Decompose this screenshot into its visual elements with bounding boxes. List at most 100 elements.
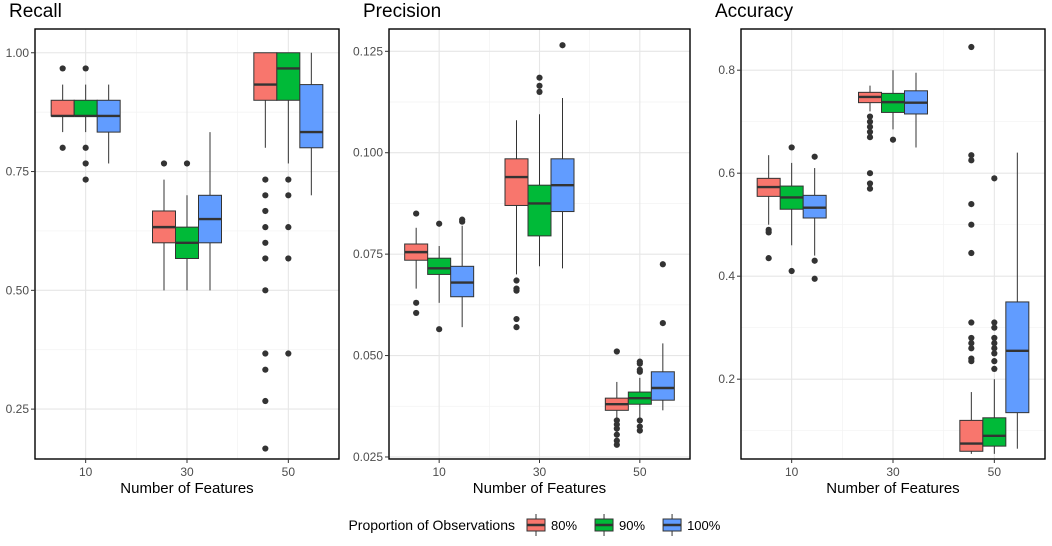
box-50-80%	[959, 43, 984, 454]
box-50-90%	[276, 52, 301, 357]
outlier-point	[968, 358, 975, 365]
outlier-point	[59, 65, 66, 72]
outlier-point	[811, 275, 818, 282]
box-iqr	[1005, 301, 1030, 414]
legend-label: 90%	[619, 518, 645, 533]
box-50-80%	[604, 348, 629, 448]
y-tick-label: 0.25	[6, 402, 30, 416]
outlier-point	[991, 350, 998, 357]
outlier-point	[765, 229, 772, 236]
outlier-point	[866, 123, 874, 130]
box-30-90%	[881, 70, 905, 143]
y-tick-label: 0.025	[353, 450, 383, 464]
outlier-point	[536, 82, 543, 89]
outlier-point	[82, 144, 89, 151]
box-30-80%	[152, 160, 176, 291]
outlier-point	[765, 255, 772, 262]
outlier-point	[636, 417, 643, 424]
box-10-90%	[427, 220, 452, 333]
panel-title: Accuracy	[715, 1, 794, 22]
x-tick-label: 10	[785, 465, 799, 479]
outlier-point	[659, 261, 666, 268]
box-10-80%	[404, 210, 429, 317]
y-tick-label: 0.4	[718, 269, 735, 283]
box-iqr	[650, 371, 675, 401]
outlier-point	[285, 255, 292, 262]
outlier-point	[536, 88, 543, 95]
outlier-point	[459, 218, 466, 225]
outlier-point	[183, 160, 191, 167]
panel-title: Precision	[363, 1, 441, 22]
outlier-point	[262, 239, 269, 246]
box-iqr	[253, 52, 278, 101]
legend: Proportion of Observations 80% 90% 100%	[348, 514, 721, 536]
panel-recall: Recall 0.25 0.50 0.75 1.00 10 30 50 Number of Fe…	[6, 1, 340, 497]
outlier-point	[513, 287, 520, 294]
outlier-point	[866, 170, 874, 177]
box-iqr	[504, 158, 529, 206]
outlier-point	[968, 152, 975, 159]
box-10-90%	[779, 144, 804, 275]
outlier-point	[788, 144, 795, 151]
y-tick-label: 0.8	[718, 63, 735, 77]
panel-title: Recall	[9, 1, 62, 22]
box-iqr	[73, 99, 98, 117]
outlier-point	[991, 365, 998, 372]
outlier-point	[82, 176, 89, 183]
outlier-point	[968, 319, 975, 326]
x-tick-label: 30	[886, 465, 900, 479]
legend-item-80%: 80%	[526, 514, 577, 536]
outlier-point	[59, 144, 66, 151]
y-tick-label: 0.100	[353, 146, 383, 160]
box-50-80%	[253, 52, 278, 452]
outlier-point	[866, 113, 874, 120]
outlier-point	[82, 160, 89, 167]
x-axis-label: Number of Features	[826, 480, 959, 497]
outlier-point	[262, 207, 269, 215]
outlier-point	[968, 43, 975, 51]
legend-item-100%: 100%	[662, 514, 721, 536]
outlier-point	[968, 200, 975, 208]
outlier-point	[991, 324, 998, 331]
y-tick-label: 1.00	[6, 46, 30, 60]
outlier-point	[866, 118, 874, 125]
outlier-point	[889, 136, 897, 143]
y-tick-label: 0.050	[353, 349, 383, 363]
outlier-point	[262, 445, 269, 452]
box-50-100%	[650, 261, 675, 411]
box-50-100%	[299, 52, 324, 196]
box-iqr	[527, 184, 552, 237]
outlier-point	[613, 425, 620, 432]
outlier-point	[788, 267, 795, 275]
box-10-100%	[450, 216, 475, 328]
legend-label: 100%	[687, 518, 721, 533]
box-iqr	[299, 84, 324, 149]
outlier-point	[82, 65, 89, 72]
panel-precision: Precision 0.025 0.050 0.075 0.100 0.125 10 30 50…	[353, 1, 691, 497]
outlier-point	[991, 334, 998, 342]
outlier-point	[659, 320, 666, 327]
x-tick-label: 10	[79, 465, 93, 479]
box-50-90%	[982, 175, 1007, 454]
legend-title: Proportion of Observations	[348, 517, 515, 533]
outlier-point	[436, 220, 443, 227]
box-30-100%	[198, 132, 222, 291]
box-iqr	[959, 419, 984, 452]
box-iqr	[982, 417, 1007, 447]
outlier-point	[991, 358, 998, 365]
outlier-point	[991, 340, 998, 347]
outlier-point	[991, 319, 998, 326]
panel-accuracy: Accuracy 0.2 0.4 0.6 0.8 10 30 50 Number of Feat…	[715, 1, 1046, 497]
box-30-80%	[504, 120, 529, 331]
x-tick-label: 30	[180, 465, 194, 479]
y-tick-label: 0.6	[718, 166, 735, 180]
outlier-point	[866, 128, 874, 136]
outlier-point	[613, 348, 620, 355]
box-iqr	[427, 257, 452, 275]
outlier-point	[559, 42, 566, 49]
outlier-point	[968, 340, 975, 347]
outlier-point	[613, 431, 620, 438]
outlier-point	[968, 345, 975, 352]
outlier-point	[160, 160, 168, 167]
